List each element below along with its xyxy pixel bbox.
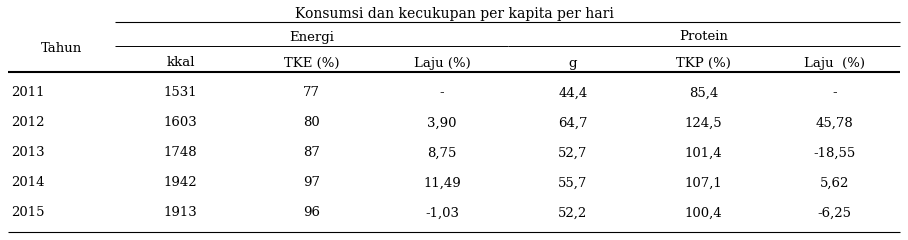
Text: 101,4: 101,4 [685,146,723,160]
Text: 45,78: 45,78 [815,116,854,130]
Text: 96: 96 [302,206,320,220]
Text: Laju  (%): Laju (%) [804,56,865,70]
Text: -: - [439,86,444,100]
Text: 1913: 1913 [163,206,197,220]
Text: 5,62: 5,62 [820,176,849,190]
Text: -18,55: -18,55 [814,146,855,160]
Text: TKP (%): TKP (%) [676,56,731,70]
Text: 97: 97 [302,176,320,190]
Text: 52,2: 52,2 [558,206,587,220]
Text: 44,4: 44,4 [558,86,587,100]
Text: 107,1: 107,1 [685,176,723,190]
Text: Konsumsi dan kecukupan per kapita per hari: Konsumsi dan kecukupan per kapita per ha… [294,7,614,21]
Text: 1603: 1603 [163,116,197,130]
Text: Energi: Energi [289,30,333,43]
Text: 1942: 1942 [163,176,197,190]
Text: 2015: 2015 [11,206,44,220]
Text: 85,4: 85,4 [689,86,718,100]
Text: 124,5: 124,5 [685,116,723,130]
Text: 2012: 2012 [11,116,44,130]
Text: -6,25: -6,25 [817,206,852,220]
Text: 3,90: 3,90 [428,116,457,130]
Text: Protein: Protein [679,30,728,43]
Text: TKE (%): TKE (%) [283,56,339,70]
Text: 2014: 2014 [11,176,44,190]
Text: 77: 77 [302,86,320,100]
Text: 87: 87 [302,146,320,160]
Text: 64,7: 64,7 [558,116,587,130]
Text: kkal: kkal [166,56,194,70]
Text: 11,49: 11,49 [423,176,461,190]
Text: -1,03: -1,03 [425,206,459,220]
Text: 80: 80 [303,116,320,130]
Text: 8,75: 8,75 [428,146,457,160]
Text: Laju (%): Laju (%) [414,56,470,70]
Text: 1748: 1748 [163,146,197,160]
Text: 52,7: 52,7 [558,146,587,160]
Text: 2011: 2011 [11,86,44,100]
Text: 55,7: 55,7 [558,176,587,190]
Text: g: g [568,56,577,70]
Text: 2013: 2013 [11,146,44,160]
Text: -: - [833,86,837,100]
Text: 1531: 1531 [163,86,197,100]
Text: Tahun: Tahun [41,42,82,54]
Text: 100,4: 100,4 [685,206,723,220]
